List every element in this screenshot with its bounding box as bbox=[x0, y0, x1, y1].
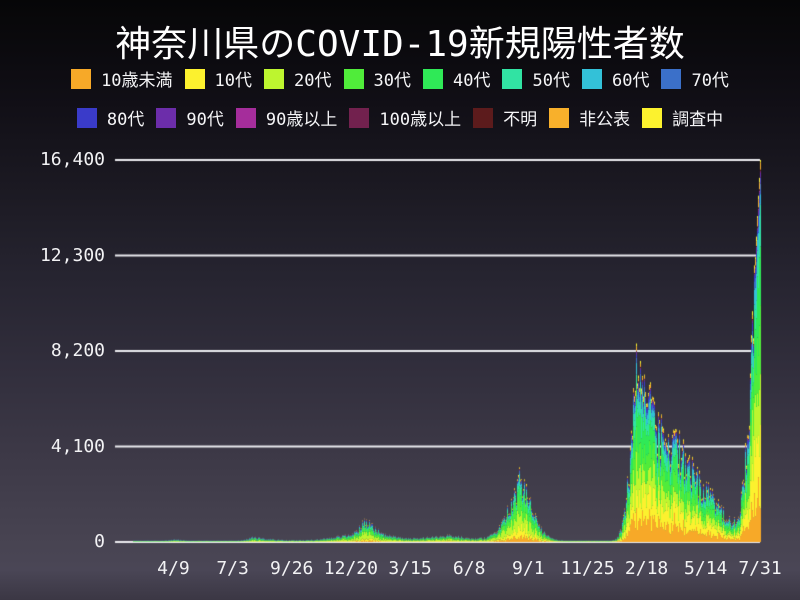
legend-label-over-100: 100歳以上 bbox=[379, 110, 462, 130]
legend-swatch-undisclosed-icon bbox=[549, 107, 570, 128]
x-tick-label: 5/14 bbox=[684, 558, 728, 579]
x-tick-label: 7/3 bbox=[216, 558, 249, 579]
legend-item-over-100: 100歳以上 bbox=[349, 105, 461, 130]
legend-item-90s: 90代 bbox=[156, 105, 224, 130]
x-tick-label: 7/31 bbox=[738, 558, 782, 579]
legend-swatch-over-90-icon bbox=[235, 107, 256, 128]
legend-label-over-90: 90歳以上 bbox=[265, 110, 338, 130]
legend-swatch-40s-icon bbox=[423, 68, 443, 89]
y-tick-label: 8,200 bbox=[50, 340, 105, 361]
legend-item-70s: 70代 bbox=[661, 66, 729, 91]
legend-item-80s: 80代 bbox=[76, 105, 145, 130]
legend-swatch-90s-icon bbox=[156, 107, 177, 128]
legend-item-under-10: 10歳未満 bbox=[71, 66, 173, 91]
legend-item-investigating: 調査中 bbox=[642, 105, 723, 130]
legend-item-50s: 50代 bbox=[502, 66, 570, 91]
y-tick-label: 16,400 bbox=[39, 149, 105, 170]
legend-swatch-70s-icon bbox=[661, 68, 682, 89]
legend-swatch-60s-icon bbox=[581, 68, 602, 89]
legend-label-40s: 40代 bbox=[453, 71, 491, 91]
legend-item-unknown: 不明 bbox=[473, 105, 537, 130]
x-tick-label: 12/20 bbox=[323, 558, 378, 579]
legend-swatch-under-10-icon bbox=[71, 68, 92, 89]
x-tick-label: 9/26 bbox=[270, 558, 314, 579]
legend-label-30s: 30代 bbox=[373, 71, 411, 91]
x-tick-label: 2/18 bbox=[624, 558, 669, 579]
legend-item-60s: 60代 bbox=[581, 66, 650, 91]
legend-item-40s: 40代 bbox=[423, 66, 490, 91]
legend-swatch-20s-icon bbox=[264, 68, 285, 89]
legend-row-1: 10歳未満 10代 20代 30代 40代 50代 60代 70代 bbox=[0, 66, 800, 91]
chart-title: 神奈川県のCOVID-19新規陽性者数 bbox=[115, 24, 685, 65]
legend-label-unknown: 不明 bbox=[503, 110, 538, 130]
legend-swatch-unknown-icon bbox=[473, 107, 494, 128]
legend-label-20s: 20代 bbox=[294, 71, 332, 91]
legend-label-70s: 70代 bbox=[691, 71, 729, 91]
legend-item-over-90: 90歳以上 bbox=[235, 105, 338, 130]
legend-swatch-over-100-icon bbox=[349, 107, 370, 128]
x-tick-label: 6/8 bbox=[452, 558, 486, 579]
legend-swatch-80s-icon bbox=[76, 107, 97, 128]
legend-label-undisclosed: 非公表 bbox=[579, 110, 631, 130]
x-tick-label: 3/15 bbox=[388, 558, 432, 579]
legend-item-20s: 20代 bbox=[264, 66, 332, 91]
legend-item-undisclosed: 非公表 bbox=[549, 105, 630, 130]
legend-label-80s: 80代 bbox=[106, 110, 145, 130]
legend-label-90s: 90代 bbox=[186, 110, 224, 130]
x-tick-label: 11/25 bbox=[560, 558, 615, 579]
legend-row-2: 80代 90代 90歳以上 100歳以上 不明 非公表 調査中 bbox=[0, 105, 800, 130]
legend-swatch-10s-icon bbox=[184, 68, 205, 89]
y-tick-label: 0 bbox=[94, 531, 105, 552]
legend-swatch-investigating-icon bbox=[642, 107, 663, 128]
legend-label-50s: 50代 bbox=[532, 71, 570, 91]
x-tick-label: 4/9 bbox=[157, 558, 190, 579]
legend-label-60s: 60代 bbox=[611, 71, 650, 91]
y-tick-label: 4,100 bbox=[50, 435, 105, 457]
y-tick-label: 12,300 bbox=[39, 244, 105, 266]
legend-swatch-50s-icon bbox=[502, 68, 523, 89]
legend-item-30s: 30代 bbox=[343, 66, 411, 91]
legend-item-10s: 10代 bbox=[184, 66, 253, 91]
legend-label-under-10: 10歳未満 bbox=[101, 71, 173, 91]
legend-label-investigating: 調査中 bbox=[672, 110, 724, 130]
legend-label-10s: 10代 bbox=[214, 71, 253, 91]
legend-swatch-30s-icon bbox=[343, 68, 364, 89]
x-tick-label: 9/1 bbox=[512, 558, 545, 579]
